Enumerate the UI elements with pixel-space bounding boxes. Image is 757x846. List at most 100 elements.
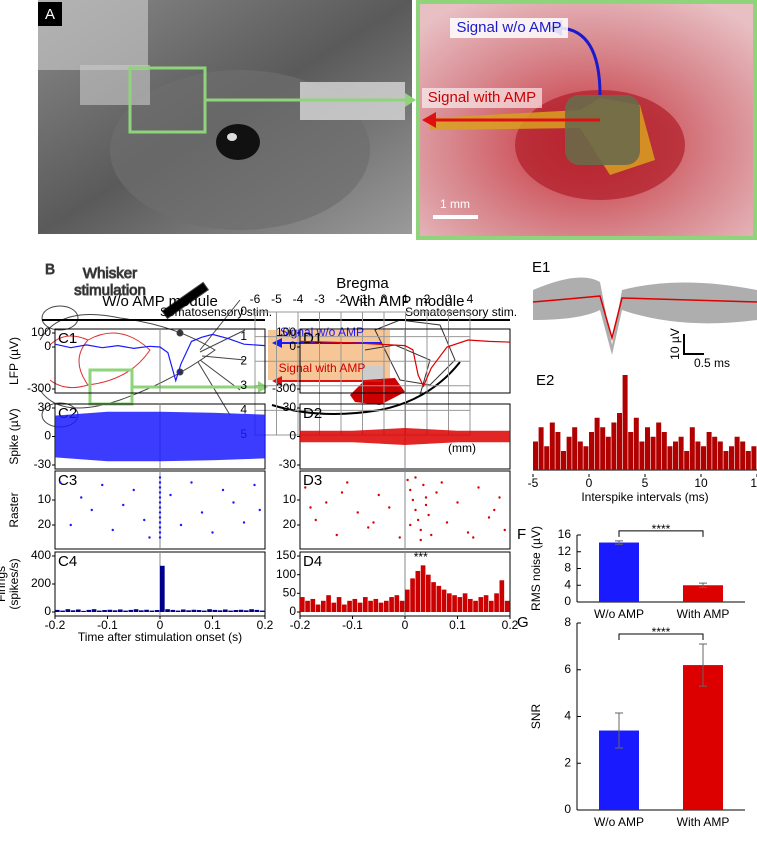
bar xyxy=(555,432,561,470)
x-tick-label: -4 xyxy=(293,292,304,306)
x-tick-label: -0.2 xyxy=(45,618,66,632)
y-tick-label: 1 xyxy=(240,329,247,343)
panel-label: E1 xyxy=(532,259,550,276)
y-tick-label: 20 xyxy=(38,517,52,531)
column-title: W/o AMP module xyxy=(102,293,218,310)
bar xyxy=(331,602,337,612)
bar xyxy=(533,441,538,470)
y-tick-label: 12 xyxy=(558,544,572,558)
y-axis-title: Firings xyxy=(0,566,8,602)
x-tick-label: 0.2 xyxy=(257,618,274,632)
y-tick-label: 4 xyxy=(564,577,571,591)
spike-dot xyxy=(158,496,162,499)
bar xyxy=(457,597,463,612)
y-tick-label: 20 xyxy=(283,517,297,531)
bar xyxy=(102,610,107,612)
y-tick-label: 0 xyxy=(564,802,571,816)
y-tick-label: -30 xyxy=(279,457,297,471)
bar xyxy=(605,436,611,470)
error-bar xyxy=(699,582,707,588)
spike-dot xyxy=(169,493,172,497)
spike-dot xyxy=(59,481,62,484)
x-tick-label: With AMP xyxy=(677,815,730,829)
bar xyxy=(249,609,254,612)
bar xyxy=(489,600,494,612)
x-tick-label: 3 xyxy=(445,292,452,306)
spike-dot xyxy=(430,533,433,537)
bar xyxy=(431,582,436,612)
spike-dot xyxy=(335,533,338,537)
panel-label: F xyxy=(517,526,526,543)
bar xyxy=(217,610,223,612)
panel-label: C4 xyxy=(58,553,77,570)
y-tick-label: 2 xyxy=(240,353,247,367)
spike-dot xyxy=(158,536,162,539)
significance-bracket xyxy=(618,633,704,641)
bar xyxy=(97,610,102,612)
annotation: Signal with AMP xyxy=(428,89,536,106)
y-tick-label: -30 xyxy=(34,457,52,471)
spike-dot xyxy=(179,523,183,527)
bar xyxy=(628,432,634,470)
y-axis-title: (spikes/s) xyxy=(7,558,21,609)
bar xyxy=(594,417,600,470)
spike-dot xyxy=(367,526,370,529)
bar xyxy=(342,604,347,612)
spike-dot xyxy=(148,536,151,539)
annotation: *** xyxy=(414,550,428,564)
bar xyxy=(729,446,734,470)
y-tick-label: 4 xyxy=(240,403,247,417)
bar xyxy=(186,610,191,612)
x-tick-label: 15 xyxy=(750,476,757,490)
spike-dot xyxy=(158,481,162,484)
bar xyxy=(384,600,389,612)
spike-dot xyxy=(498,496,501,499)
x-tick-label: 0.1 xyxy=(449,618,466,632)
bar xyxy=(583,446,589,470)
x-axis-title: Interspike intervals (ms) xyxy=(581,490,708,504)
spike-dot xyxy=(190,481,193,484)
spike-dot xyxy=(346,481,349,484)
error-bar xyxy=(699,643,707,687)
x-tick-label: With AMP xyxy=(677,607,730,621)
bar xyxy=(617,413,622,470)
y-tick-label: 150 xyxy=(276,548,296,562)
bar xyxy=(321,600,326,612)
spike-dot xyxy=(409,488,412,492)
bar xyxy=(426,574,431,612)
spike-dot xyxy=(200,511,204,514)
bar xyxy=(196,610,202,612)
bar xyxy=(175,610,181,612)
x-tick-label: 0 xyxy=(157,618,164,632)
x-tick-label: 10 xyxy=(694,476,708,490)
column-title: With AMP module xyxy=(346,293,465,310)
bar xyxy=(549,422,555,470)
noise-band xyxy=(300,427,510,446)
bar xyxy=(244,610,249,612)
spike-dot xyxy=(314,518,317,522)
spike-dot xyxy=(445,521,449,524)
y-tick-label: 30 xyxy=(283,400,297,414)
x-tick-label: 0.2 xyxy=(502,618,519,632)
bar xyxy=(478,597,484,612)
stim-label: Somatosensory stim. xyxy=(160,305,272,319)
spike-dot xyxy=(158,501,162,504)
bar xyxy=(70,610,76,612)
spike-dot xyxy=(406,478,409,482)
bar xyxy=(128,609,134,612)
bar xyxy=(701,446,706,470)
bar xyxy=(91,609,97,612)
bar xyxy=(600,427,606,470)
bar xyxy=(165,609,170,612)
x-tick-label: 0.1 xyxy=(204,618,221,632)
spike-dot xyxy=(356,511,359,514)
y-tick-label: 10 xyxy=(38,492,52,506)
bar xyxy=(633,417,639,470)
bar xyxy=(689,427,695,470)
bar xyxy=(60,610,65,612)
bar xyxy=(399,600,405,612)
bar xyxy=(599,542,639,602)
y-tick-label: 0 xyxy=(44,429,51,443)
x-tick-label: -5 xyxy=(528,476,539,490)
bar xyxy=(420,565,426,612)
